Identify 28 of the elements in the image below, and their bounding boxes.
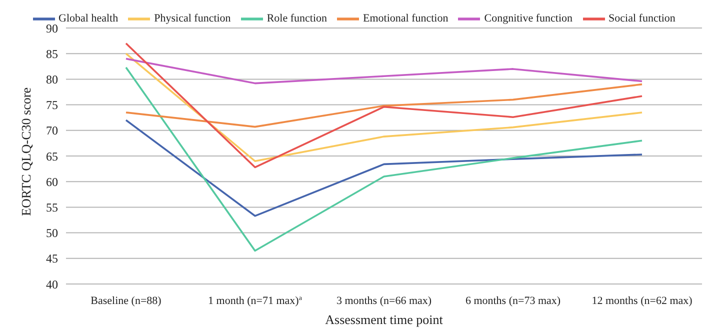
y-tick-label: 65 (46, 149, 58, 164)
legend-label: Physical function (154, 12, 231, 25)
line-series (125, 66, 643, 252)
line-series (125, 119, 643, 217)
y-tick-label: 45 (46, 252, 58, 266)
y-tick-label: 40 (46, 277, 58, 292)
y-tick-label: 50 (46, 226, 58, 240)
x-tick-label: 3 months (n=66 max) (336, 295, 432, 307)
y-tick-label: 70 (46, 124, 58, 138)
legend-label: Emotional function (363, 12, 448, 25)
y-tick-label: 80 (46, 72, 58, 86)
y-tick-label: 90 (46, 21, 58, 36)
y-tick-label: 75 (46, 98, 58, 112)
y-axis-title: EORTC QLQ-C30 score (18, 87, 34, 216)
legend-label: Role function (266, 12, 327, 25)
x-tick-label: 6 months (n=73 max) (465, 295, 561, 307)
y-tick-label: 55 (46, 200, 58, 214)
line-series (125, 58, 643, 84)
x-tick-label: Baseline (n=88) (90, 295, 162, 307)
x-tick-label: 1 month (n=71 max)$^{a}$ (208, 294, 303, 307)
line-series (125, 83, 643, 128)
legend-label: Global health (58, 12, 118, 25)
y-tick-label: 60 (46, 174, 58, 189)
legend-label: Social function (608, 12, 676, 25)
x-tick-label: 12 months (n=62 max) (592, 295, 693, 307)
x-axis-title: Assessment time point (325, 312, 444, 327)
y-tick-label: 85 (46, 46, 58, 61)
legend-label: Congnitive function (484, 12, 573, 25)
